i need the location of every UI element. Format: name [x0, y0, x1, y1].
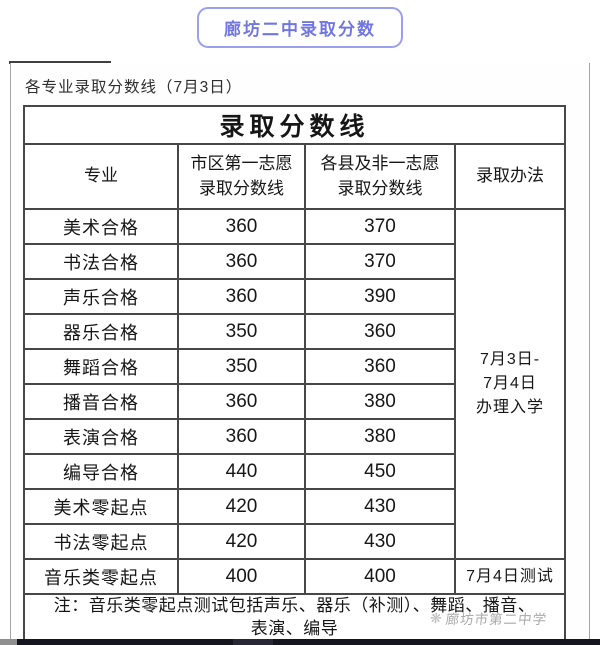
major-cell: 编导合格	[23, 453, 179, 490]
table-row: 美术合格 360 370 7月3日- 7月4日 办理入学	[23, 208, 567, 560]
county-score-cell: 390	[304, 278, 456, 315]
header-major: 专业	[23, 143, 179, 210]
city-score-cell: 400	[177, 558, 306, 595]
city-score-cell: 420	[177, 523, 306, 560]
table-row: 播音合格 360 380	[23, 383, 565, 420]
county-score-cell: 360	[304, 348, 456, 385]
county-score-cell: 400	[304, 558, 456, 595]
watermark-text: 廊坊市第二中学	[444, 612, 548, 627]
city-score-cell: 350	[177, 313, 306, 350]
table-row: 编导合格 440 450	[23, 453, 565, 490]
watermark: ❋ 廊坊市第二中学	[429, 608, 548, 628]
table-row: 表演合格 360 380	[23, 418, 565, 455]
table-row: 舞蹈合格 350 360	[23, 348, 565, 385]
top-left-divider-line	[9, 61, 111, 64]
section-label: 各专业录取分数线（7月3日）	[25, 79, 243, 96]
city-score-cell: 360	[177, 418, 306, 455]
bottom-edge-bar-segment	[233, 639, 273, 645]
header-method: 录取办法	[453, 143, 567, 210]
major-cell: 美术零起点	[23, 488, 179, 525]
table-row: 音乐类零起点 400 400 7月4日测试	[23, 558, 567, 595]
table-title: 录取分数线	[22, 105, 567, 145]
table-row: 美术零起点 420 430	[23, 488, 565, 525]
method-merged-cell: 7月3日- 7月4日 办理入学	[453, 208, 567, 560]
city-score-cell: 360	[177, 243, 306, 280]
major-cell: 音乐类零起点	[23, 558, 179, 595]
county-score-cell: 370	[304, 208, 456, 245]
admission-score-table: 录取分数线 专业 市区第一志愿 录取分数线 各县及非一志愿 录取分数线 录取办法…	[22, 105, 567, 643]
table-row: 器乐合格 350 360	[23, 313, 565, 350]
county-score-cell: 430	[304, 488, 456, 525]
county-score-cell: 450	[304, 453, 456, 490]
table-row: 书法零起点 420 430	[23, 523, 565, 560]
county-score-cell: 380	[304, 383, 456, 420]
table-row: 书法合格 360 370	[23, 243, 565, 280]
city-score-cell: 420	[177, 488, 306, 525]
major-cell: 表演合格	[23, 418, 179, 455]
major-cell: 书法合格	[23, 243, 179, 280]
content-panel: 各专业录取分数线（7月3日） 录取分数线 专业 市区第一志愿 录取分数线 各县及…	[10, 63, 590, 643]
county-score-cell: 370	[304, 243, 456, 280]
school-logo-icon: ❋	[429, 609, 444, 626]
bottom-edge-bar-cap	[0, 639, 17, 645]
table-header-row: 专业 市区第一志愿 录取分数线 各县及非一志愿 录取分数线 录取办法	[23, 143, 567, 210]
table-title-row: 录取分数线	[22, 105, 567, 145]
major-cell: 声乐合格	[23, 278, 179, 315]
city-score-cell: 360	[177, 278, 306, 315]
major-cell: 播音合格	[23, 383, 179, 420]
header-city-score: 市区第一志愿 录取分数线	[177, 143, 306, 210]
county-score-cell: 360	[304, 313, 456, 350]
major-cell: 书法零起点	[23, 523, 179, 560]
header-county-score: 各县及非一志愿 录取分数线	[304, 143, 456, 210]
major-cell: 器乐合格	[23, 313, 179, 350]
county-score-cell: 430	[304, 523, 456, 560]
major-cell: 美术合格	[23, 208, 179, 245]
bottom-edge-bar	[0, 639, 600, 645]
table-row: 声乐合格 360 390	[23, 278, 565, 315]
city-score-cell: 350	[177, 348, 306, 385]
title-badge: 廊坊二中录取分数	[197, 7, 403, 48]
major-cell: 舞蹈合格	[23, 348, 179, 385]
city-score-cell: 360	[177, 208, 306, 245]
method-test-cell: 7月4日测试	[453, 558, 567, 595]
city-score-cell: 440	[177, 453, 306, 490]
city-score-cell: 360	[177, 383, 306, 420]
county-score-cell: 380	[304, 418, 456, 455]
